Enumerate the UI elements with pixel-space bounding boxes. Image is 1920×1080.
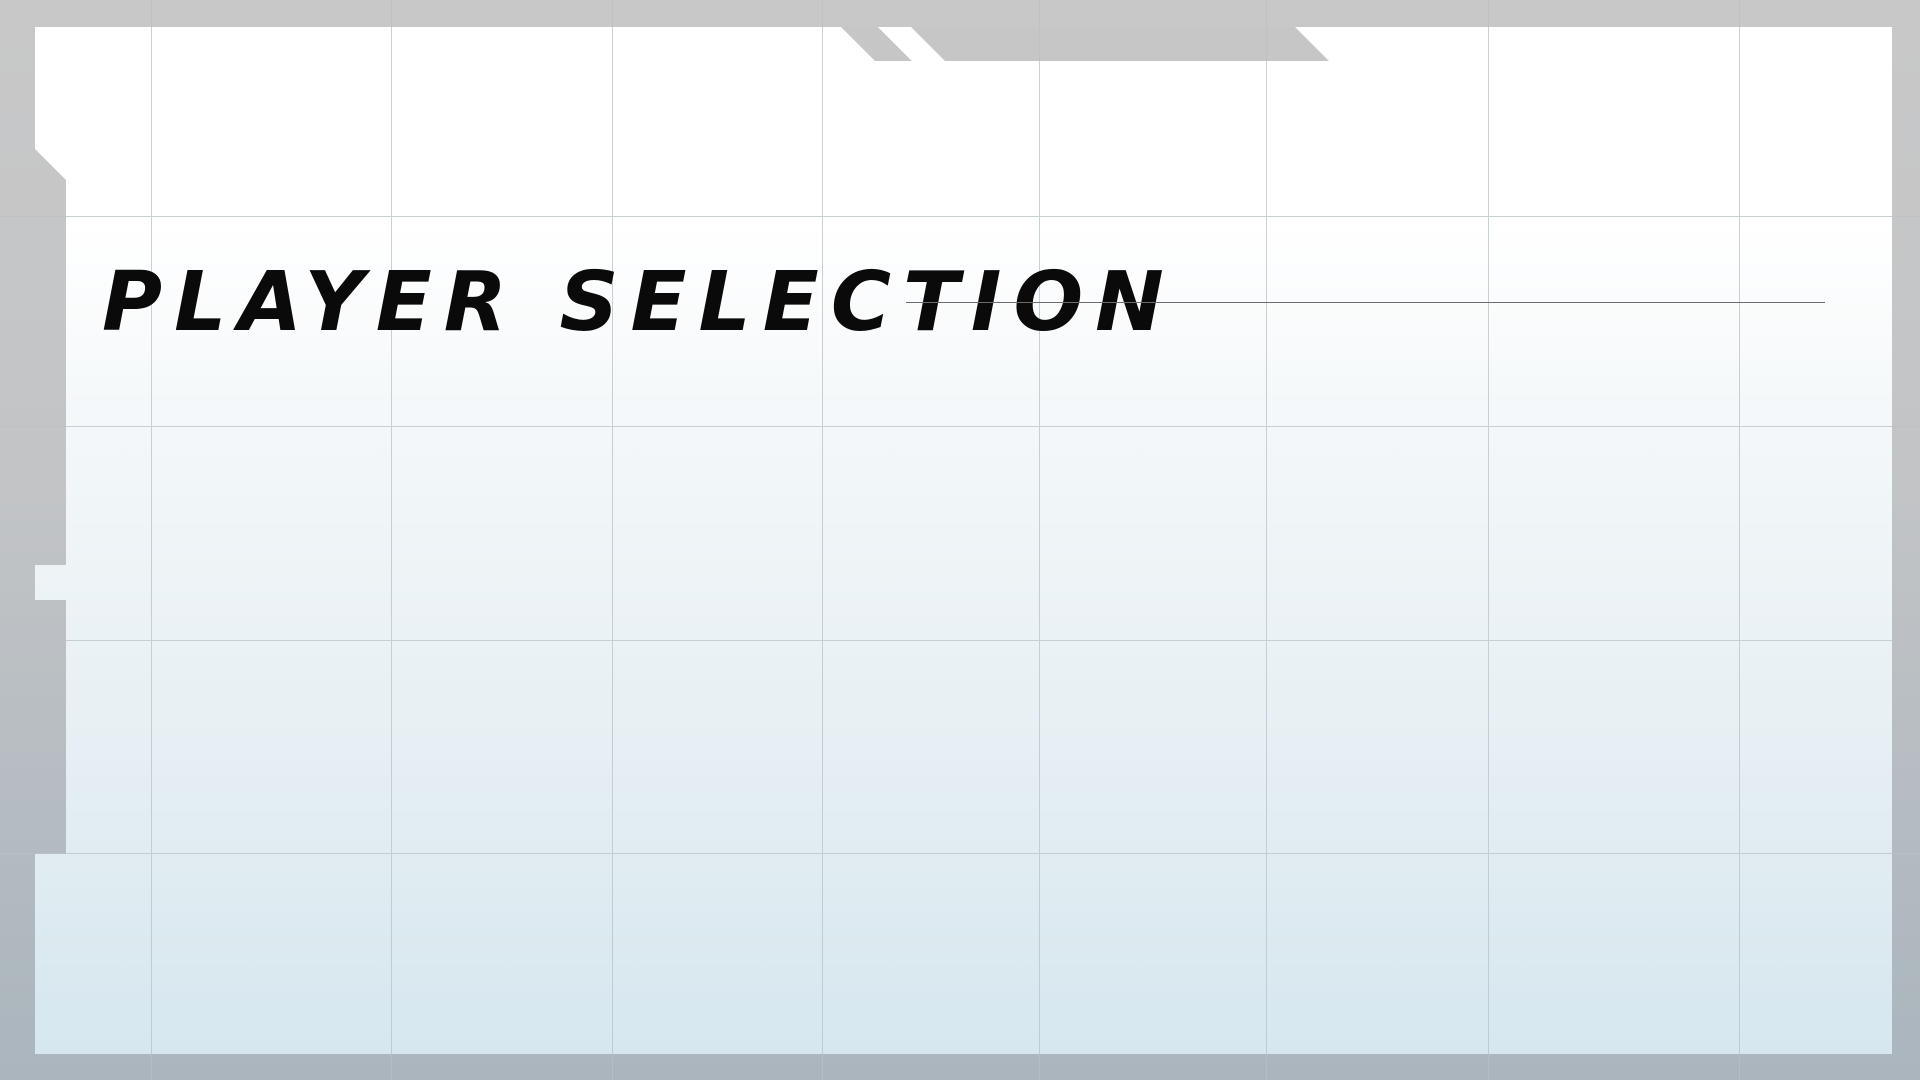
screen-title: PLAYER SELECTION: [102, 255, 1176, 350]
selection-panel: [35, 27, 1892, 1054]
title-divider-line: [906, 302, 1825, 303]
